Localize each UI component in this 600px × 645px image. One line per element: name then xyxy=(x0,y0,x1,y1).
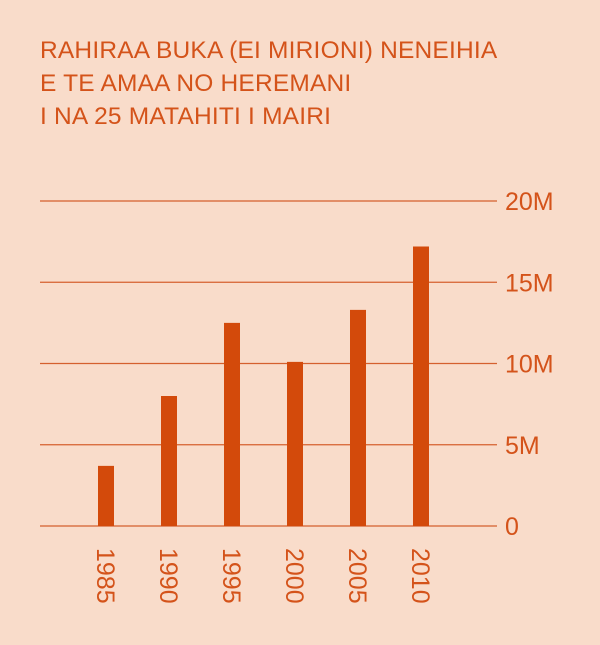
x-tick-label: 2005 xyxy=(343,548,371,604)
y-tick-label: 20M xyxy=(505,188,554,216)
x-tick-label: 1985 xyxy=(91,548,119,604)
bar xyxy=(287,361,303,526)
chart-title-line: E TE AMAA NO HEREMANI xyxy=(40,70,352,97)
x-tick-label: 1990 xyxy=(154,548,182,604)
bar xyxy=(98,465,114,526)
chart-title: RAHIRAA BUKA (EI MIRIONI) NENEIHIA E TE … xyxy=(40,34,497,133)
bar xyxy=(413,246,429,526)
chart-title-line: RAHIRAA BUKA (EI MIRIONI) NENEIHIA xyxy=(40,37,498,64)
y-tick-label: 0 xyxy=(505,513,519,541)
bar xyxy=(161,396,177,526)
bar xyxy=(224,322,240,526)
x-tick-label: 2010 xyxy=(406,548,434,604)
y-tick-label: 5M xyxy=(505,432,540,460)
y-tick-label: 15M xyxy=(505,269,554,297)
bar xyxy=(350,309,366,526)
x-tick-label: 1995 xyxy=(217,548,245,604)
x-tick-label: 2000 xyxy=(280,548,308,604)
y-tick-label: 10M xyxy=(505,351,554,379)
chart-title-line: I NA 25 MATAHITI I MAIRI xyxy=(40,103,332,130)
